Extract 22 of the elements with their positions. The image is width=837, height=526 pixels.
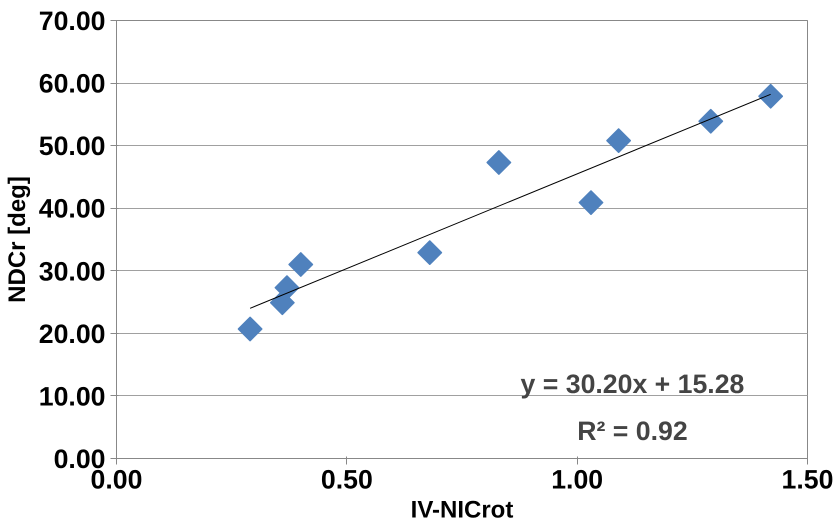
y-axis-title: NDCr [deg] [4,176,31,303]
x-tick-label: 0.50 [320,464,373,494]
annotation: y = 30.20x + 15.28 [520,369,744,400]
point [578,190,604,216]
x-axis-title: IV-NICrot [410,496,514,524]
y-tick-label: 60.00 [38,68,106,99]
x-tick-label: 1.00 [551,464,604,494]
point [606,128,632,154]
annotation: R² = 0.92 [577,416,688,446]
point [288,252,314,278]
y-tick-label: 40.00 [38,194,106,224]
y-tick-label: 50.00 [38,131,106,162]
point [698,108,724,134]
y-tick-label: 70.00 [38,6,106,36]
point [758,84,784,109]
point [417,240,442,266]
y-tick-label: 10.00 [38,381,106,412]
x-tick-label: 1.50 [782,464,834,494]
point [238,316,263,342]
point [486,150,512,176]
y-tick-label: 30.00 [38,256,106,286]
y-tick-label: 20.00 [38,318,106,349]
